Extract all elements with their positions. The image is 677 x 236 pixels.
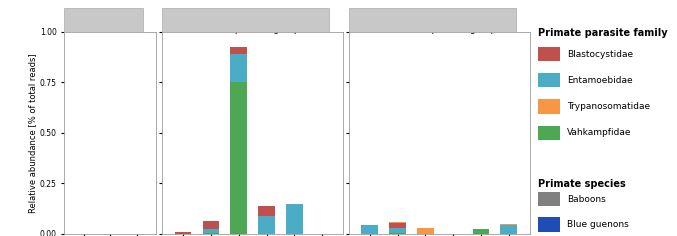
Text: Entamoebidae: Entamoebidae: [567, 76, 633, 85]
Bar: [286, 204, 303, 234]
Bar: [538, 192, 561, 206]
Bar: [417, 228, 434, 234]
Text: Primate species: Primate species: [538, 179, 626, 189]
Bar: [473, 229, 489, 234]
Text: Blastocystidae: Blastocystidae: [567, 50, 634, 59]
FancyBboxPatch shape: [349, 8, 516, 32]
Bar: [362, 225, 378, 234]
Y-axis label: Relative abundance [% of total reads]: Relative abundance [% of total reads]: [28, 53, 37, 213]
Bar: [202, 229, 219, 233]
Bar: [500, 223, 517, 225]
Bar: [389, 223, 406, 228]
Bar: [230, 82, 247, 234]
Bar: [500, 225, 517, 234]
Title: Outside of primate group: Outside of primate group: [383, 25, 496, 34]
Text: Vahkampfidae: Vahkampfidae: [567, 128, 632, 137]
Bar: [230, 55, 247, 82]
Text: Blue guenons: Blue guenons: [567, 220, 629, 229]
Bar: [538, 47, 561, 61]
Bar: [258, 216, 275, 234]
Text: Primate parasite family: Primate parasite family: [538, 28, 668, 38]
Bar: [538, 99, 561, 114]
Bar: [202, 233, 219, 234]
Bar: [538, 218, 561, 232]
FancyBboxPatch shape: [64, 8, 144, 32]
Bar: [538, 73, 561, 87]
Bar: [389, 233, 406, 234]
Text: Baboons: Baboons: [567, 195, 606, 204]
Title: Control: Control: [94, 25, 127, 34]
Bar: [202, 220, 219, 229]
Bar: [230, 47, 247, 55]
Title: Inside primate group: Inside primate group: [205, 25, 300, 34]
Bar: [175, 232, 192, 234]
Bar: [538, 126, 561, 140]
FancyBboxPatch shape: [162, 8, 329, 32]
Bar: [389, 228, 406, 233]
Bar: [258, 206, 275, 216]
Bar: [389, 222, 406, 223]
Text: Trypanosomatidae: Trypanosomatidae: [567, 102, 651, 111]
